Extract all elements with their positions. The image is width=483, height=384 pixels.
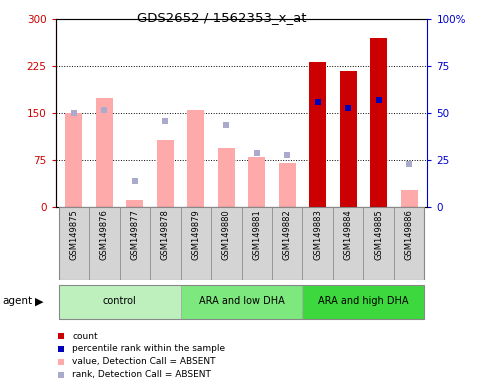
Bar [333, 207, 363, 280]
Bar [157, 140, 174, 207]
Bar [89, 207, 120, 280]
Text: percentile rank within the sample: percentile rank within the sample [72, 344, 226, 354]
Text: GDS2652 / 1562353_x_at: GDS2652 / 1562353_x_at [138, 11, 307, 24]
Bar [187, 110, 204, 207]
Text: GSM149885: GSM149885 [374, 210, 383, 260]
Bar [181, 285, 302, 319]
Bar [58, 285, 425, 319]
Text: count: count [72, 331, 98, 341]
Text: rank, Detection Call = ABSENT: rank, Detection Call = ABSENT [72, 370, 211, 379]
Bar [370, 38, 387, 207]
Bar [218, 148, 235, 207]
Text: GSM149877: GSM149877 [130, 210, 139, 260]
Text: GSM149878: GSM149878 [161, 210, 170, 260]
Text: GSM149886: GSM149886 [405, 210, 413, 260]
Text: ARA and high DHA: ARA and high DHA [318, 296, 409, 306]
Bar [272, 207, 302, 280]
Text: GSM149881: GSM149881 [252, 210, 261, 260]
Text: ▶: ▶ [35, 296, 43, 306]
Bar [181, 207, 211, 280]
Bar [58, 207, 89, 280]
Bar [120, 207, 150, 280]
Bar [279, 164, 296, 207]
Bar [66, 113, 82, 207]
Bar [394, 207, 425, 280]
Bar [363, 207, 394, 280]
Text: GSM149882: GSM149882 [283, 210, 292, 260]
Bar [302, 285, 425, 319]
Text: GSM149879: GSM149879 [191, 210, 200, 260]
Bar [302, 207, 333, 280]
Text: GSM149876: GSM149876 [100, 210, 109, 260]
Text: GSM149875: GSM149875 [70, 210, 78, 260]
Bar [58, 285, 181, 319]
Text: control: control [103, 296, 136, 306]
Bar [401, 190, 417, 207]
Bar [340, 71, 356, 207]
Text: GSM149880: GSM149880 [222, 210, 231, 260]
Text: GSM149883: GSM149883 [313, 210, 322, 260]
Bar [211, 207, 242, 280]
Bar [242, 207, 272, 280]
Text: agent: agent [2, 296, 32, 306]
Bar [248, 157, 265, 207]
Bar [96, 98, 113, 207]
Text: ARA and low DHA: ARA and low DHA [199, 296, 284, 306]
Text: value, Detection Call = ABSENT: value, Detection Call = ABSENT [72, 358, 216, 366]
Text: GSM149884: GSM149884 [344, 210, 353, 260]
Bar [127, 200, 143, 207]
Bar [309, 62, 326, 207]
Bar [150, 207, 181, 280]
